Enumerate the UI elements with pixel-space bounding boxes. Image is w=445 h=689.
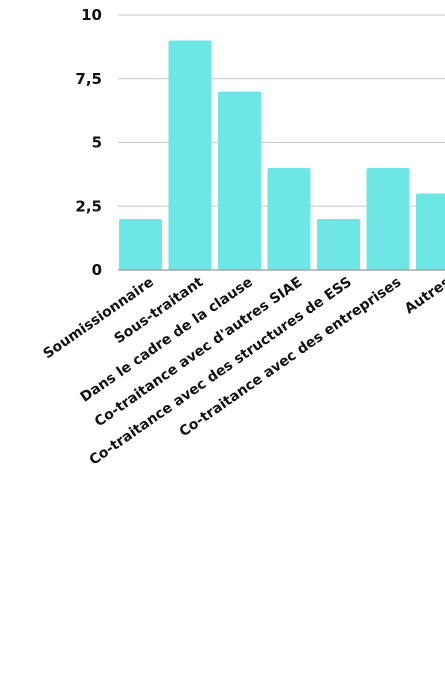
- bar: [119, 219, 162, 270]
- bars: [119, 40, 445, 270]
- bar: [168, 40, 212, 270]
- bar: [366, 168, 410, 270]
- y-tick-label: 7,5: [75, 70, 102, 88]
- y-axis-ticks: 0 2,5 5 7,5 10: [75, 6, 102, 279]
- bar: [218, 91, 261, 270]
- bar: [317, 219, 360, 270]
- y-tick-label: 5: [92, 134, 102, 152]
- x-category-label: Autres: [402, 274, 445, 317]
- y-tick-label: 0: [92, 261, 102, 279]
- bar: [267, 168, 311, 270]
- bar: [416, 193, 445, 270]
- y-tick-label: 10: [81, 6, 102, 24]
- y-tick-label: 2,5: [75, 197, 102, 215]
